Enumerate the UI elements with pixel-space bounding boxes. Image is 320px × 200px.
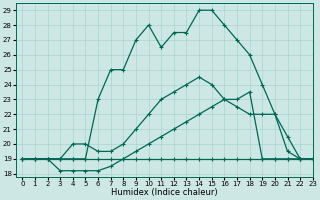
X-axis label: Humidex (Indice chaleur): Humidex (Indice chaleur) [111, 188, 218, 197]
